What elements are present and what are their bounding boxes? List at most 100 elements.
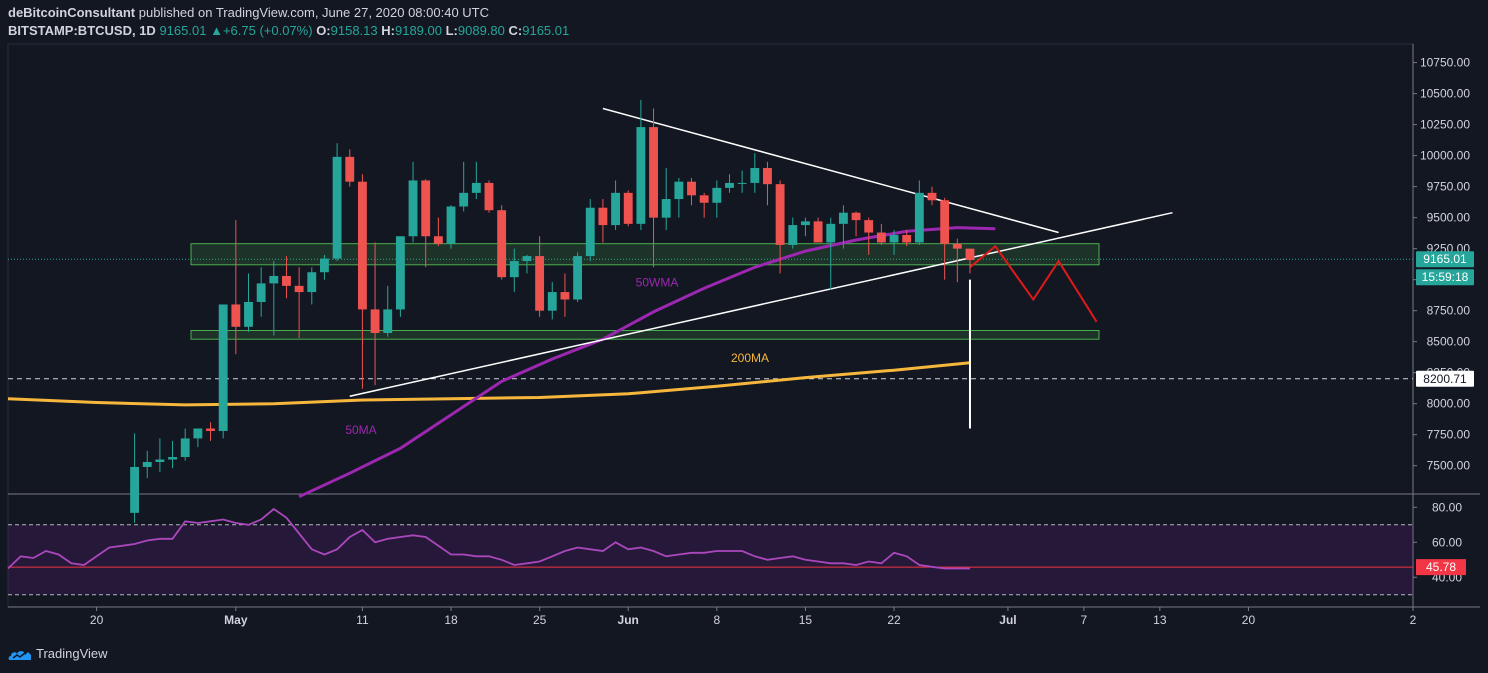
candle-body xyxy=(876,232,886,243)
candle-body xyxy=(357,181,367,310)
close-label: C: xyxy=(508,23,523,38)
price-tick-label: 10250.00 xyxy=(1420,118,1470,132)
candle-body xyxy=(902,235,912,243)
tradingview-cloud-icon xyxy=(8,651,31,660)
price-tick-label: 8500.00 xyxy=(1427,335,1471,349)
candle-body xyxy=(535,256,545,311)
trendlines xyxy=(349,107,1173,429)
time-tick-label: 13 xyxy=(1153,613,1167,627)
annotations: 200MA 50MA 50WMA xyxy=(345,275,769,437)
candle-body xyxy=(218,304,228,431)
candle-body xyxy=(940,200,950,244)
candle-body xyxy=(244,301,253,327)
symbol-name[interactable]: BITSTAMP:BTCUSD, 1D xyxy=(8,23,156,38)
candle-body xyxy=(775,184,785,245)
ma50-label: 50MA xyxy=(345,423,376,437)
candle-body xyxy=(725,182,734,188)
time-axis: 20 May 11 18 25 Jun 8 15 22 Jul 7 13 20 2 xyxy=(90,607,1417,627)
candle-body xyxy=(826,223,836,243)
time-tick-label: May xyxy=(224,613,248,627)
candle-body xyxy=(851,212,861,221)
candle-body xyxy=(522,256,532,262)
last-price: 9165.01 xyxy=(159,23,207,38)
candle-body xyxy=(560,292,570,300)
candle-body xyxy=(269,275,279,284)
time-tick-label: 20 xyxy=(1242,613,1256,627)
candle-body xyxy=(573,256,583,300)
candle-body xyxy=(636,127,646,224)
candle-body xyxy=(180,438,190,458)
ma200-line xyxy=(7,361,971,407)
candle-body xyxy=(864,220,874,233)
level-price-tag-bg xyxy=(1416,370,1474,387)
rsi-line xyxy=(7,507,970,570)
candle-body xyxy=(294,285,304,293)
candle-body xyxy=(927,192,937,201)
candle-body xyxy=(585,207,595,257)
rsi-tick-label: 80.00 xyxy=(1432,500,1462,514)
close-value: 9165.01 xyxy=(522,23,570,38)
time-tick-label: Jul xyxy=(999,613,1016,627)
level-price-tag: 8200.71 xyxy=(1423,372,1467,386)
candle-body xyxy=(813,221,823,243)
countdown-tag: 15:59:18 xyxy=(1422,270,1469,284)
candle-body xyxy=(459,192,469,207)
wma50-label: 50WMA xyxy=(636,275,679,289)
last-price-tag-bg xyxy=(1416,251,1474,268)
publisher-name[interactable]: deBitcoinConsultant xyxy=(8,5,136,20)
candle-body xyxy=(206,428,215,431)
candle-body xyxy=(421,180,431,237)
open-label: O: xyxy=(316,23,331,38)
price-tick-label: 10750.00 xyxy=(1420,56,1470,70)
candle-body xyxy=(383,309,393,333)
candle-body xyxy=(395,236,405,310)
rsi-band xyxy=(8,524,1413,595)
candle-body xyxy=(623,192,633,224)
candle-body xyxy=(661,199,671,218)
price-tick-label: 9750.00 xyxy=(1427,180,1471,194)
time-tick-label: 22 xyxy=(887,613,901,627)
moving-averages xyxy=(7,226,996,499)
candle-body xyxy=(737,182,747,184)
price-change: ▲+6.75 (+0.07%) xyxy=(210,23,313,38)
candle-body xyxy=(801,221,810,226)
candle-body xyxy=(484,182,494,211)
candle-body xyxy=(952,243,962,249)
projection-path xyxy=(969,244,1098,323)
candle-body xyxy=(168,457,177,460)
candle-body xyxy=(687,181,696,196)
price-tick-label: 8000.00 xyxy=(1427,397,1471,411)
up-arrow-icon: ▲ xyxy=(210,23,223,38)
price-axis: 10750.00 10500.00 10250.00 10000.00 9750.00 9… xyxy=(1413,56,1474,473)
price-tick-label: 7500.00 xyxy=(1427,459,1471,473)
high-value: 9189.00 xyxy=(394,23,442,38)
price-tick-label: 7750.00 xyxy=(1427,428,1471,442)
last-price-tag: 9165.01 xyxy=(1423,252,1467,266)
candle-body xyxy=(674,181,684,200)
time-tick-label: 8 xyxy=(713,613,720,627)
time-tick-label: 20 xyxy=(90,613,104,627)
trendline xyxy=(602,107,1059,234)
candle-body xyxy=(370,309,380,333)
candle-body xyxy=(598,207,608,226)
candle-body xyxy=(446,206,456,244)
candle-body xyxy=(547,292,557,311)
ma50-line xyxy=(298,226,996,499)
candle-body xyxy=(345,156,355,182)
price-tick-label: 8750.00 xyxy=(1427,304,1471,318)
candle-body xyxy=(889,235,899,243)
candle-body xyxy=(332,156,342,259)
candle-body xyxy=(433,236,443,244)
tradingview-logo[interactable]: TradingView xyxy=(8,645,108,661)
low-value: 9089.80 xyxy=(457,23,505,38)
brand-label: TradingView xyxy=(36,645,108,661)
low-label: L: xyxy=(445,23,458,38)
time-tick-label: 18 xyxy=(444,613,458,627)
candle-body xyxy=(649,127,658,218)
trendline xyxy=(349,211,1173,397)
rsi-value-tag-bg xyxy=(1416,559,1466,576)
candle-body xyxy=(142,461,152,467)
high-label: H: xyxy=(381,23,395,38)
